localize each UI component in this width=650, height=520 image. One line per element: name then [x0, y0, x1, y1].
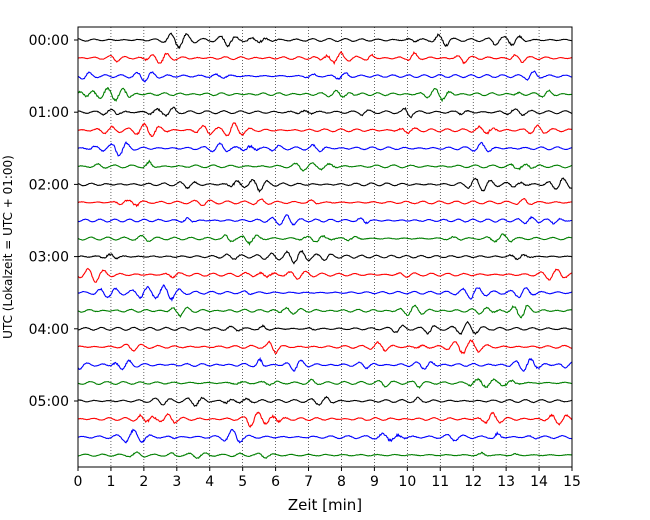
- x-tick-label: 12: [464, 474, 482, 490]
- trace-row-0145: [77, 159, 573, 172]
- trace-row-0200: [77, 177, 573, 193]
- trace-rows: [77, 32, 573, 459]
- x-tick-label: 3: [172, 474, 181, 490]
- y-axis-ticks: 00:00 01:00 02:00 03:00 04:00 05:00: [29, 33, 78, 410]
- trace-row-0230: [77, 214, 573, 226]
- trace-row-0100: [78, 106, 573, 119]
- trace-row-0015: [77, 51, 573, 65]
- trace-row-0000: [77, 32, 573, 50]
- trace-row-0300: [77, 249, 573, 265]
- y-tick-label: 03:00: [29, 250, 69, 266]
- x-tick-label: 7: [304, 474, 313, 490]
- y-tick-label: 05:00: [29, 394, 69, 410]
- trace-row-0545: [77, 451, 573, 459]
- x-tick-label: 10: [398, 474, 416, 490]
- trace-row-0415: [77, 339, 573, 355]
- x-tick-label: 14: [530, 474, 548, 490]
- x-tick-label: 1: [106, 474, 115, 490]
- trace-row-0130: [77, 141, 573, 157]
- trace-row-0215: [77, 197, 573, 208]
- x-tick-label: 9: [370, 474, 379, 490]
- y-axis-label: UTC (Lokalzeit = UTC + 01:00): [1, 155, 15, 339]
- trace-row-0530: [77, 428, 573, 444]
- plot-frame: [77, 26, 573, 468]
- y-tick-label: 02:00: [29, 177, 69, 193]
- x-tick-label: 0: [74, 474, 83, 490]
- trace-row-0045: [77, 87, 573, 103]
- trace-row-0330: [77, 284, 573, 302]
- trace-row-0315: [77, 267, 573, 283]
- y-tick-label: 04:00: [29, 322, 69, 338]
- x-tick-label: 4: [205, 474, 214, 490]
- trace-row-0400: [77, 320, 573, 336]
- trace-row-0430: [77, 356, 573, 372]
- y-tick-label: 01:00: [29, 105, 69, 121]
- x-axis-ticks: 0 1 2 3 4 5 6 7 8 9 10 11 12 13 14 15: [74, 467, 581, 490]
- x-tick-label: 15: [563, 474, 581, 490]
- grid-lines: [110, 27, 540, 467]
- trace-row-0345: [77, 304, 573, 319]
- x-tick-label: 11: [431, 474, 449, 490]
- y-tick-label: 00:00: [29, 33, 69, 49]
- x-tick-label: 13: [497, 474, 515, 490]
- trace-row-0500: [77, 395, 573, 407]
- x-tick-label: 2: [139, 474, 148, 490]
- trace-row-0515: [77, 411, 573, 428]
- x-axis-label: Zeit [min]: [288, 496, 362, 514]
- x-tick-label: 8: [337, 474, 346, 490]
- trace-row-0030: [77, 70, 573, 83]
- x-tick-label: 6: [271, 474, 280, 490]
- x-tick-label: 5: [238, 474, 247, 490]
- trace-row-0245: [77, 233, 573, 246]
- trace-row-0445: [77, 377, 573, 389]
- trace-row-0115: [77, 122, 573, 138]
